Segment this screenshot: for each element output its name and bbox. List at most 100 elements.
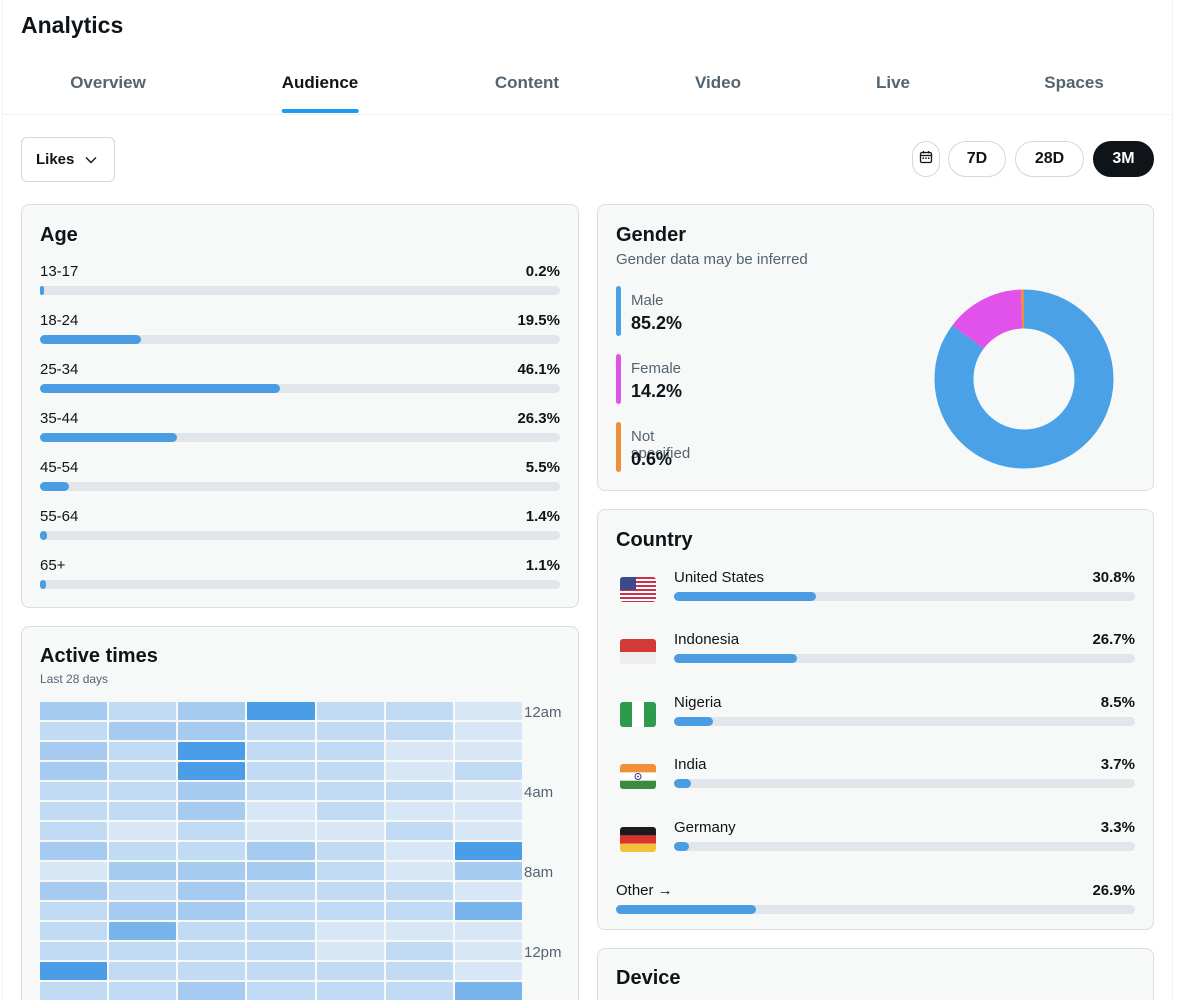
heatmap-cell [385,742,453,760]
heatmap-cell [316,802,384,820]
heatmap-cell [40,942,108,960]
country-fill [674,654,798,663]
age-row-fill [40,286,45,295]
heatmap-cell [247,722,315,740]
heatmap-cell [454,962,522,980]
heatmap-cell [247,902,315,920]
tab-content[interactable]: Content [495,60,559,114]
flag-de-icon [620,827,656,852]
heatmap-cell [316,742,384,760]
heatmap-cell [40,862,108,880]
heatmap-cell [109,722,177,740]
country-row: Germany 3.3% [616,819,1135,859]
country-card: Country United States 30.8% Indonesia 26… [597,509,1154,930]
range-3m-button[interactable]: 3M [1093,141,1154,177]
age-row-label: 18-24 [40,312,79,329]
heatmap-cell [385,722,453,740]
country-track [674,842,1135,851]
heatmap-cell [316,782,384,800]
heatmap-cell [40,822,108,840]
heatmap-cell [40,962,108,980]
country-other-link[interactable]: Other → [616,882,673,899]
donut-slice-not-specified [934,289,1114,469]
device-title: Device [616,967,681,989]
age-row: 35-44 26.3% [40,410,560,446]
heatmap-cell [247,862,315,880]
hour-label: 8am [524,864,554,881]
active-times-heatmap [40,702,522,1000]
country-fill [674,717,714,726]
heatmap-cell [385,862,453,880]
heatmap-cell [178,762,246,780]
heatmap-cell [316,942,384,960]
heatmap-cell [247,942,315,960]
tab-audience[interactable]: Audience [281,60,359,114]
frame-left-border [2,0,3,1000]
metric-select[interactable]: Likes [21,137,115,182]
tab-live[interactable]: Live [876,60,910,114]
heatmap-cell [454,942,522,960]
heatmap-cell [385,942,453,960]
calendar-icon [919,150,933,169]
country-label: India [674,756,707,773]
range-7d-button[interactable]: 7D [948,141,1006,177]
heatmap-cell [316,962,384,980]
heatmap-cell [454,982,522,1000]
heatmap-cell [178,962,246,980]
heatmap-cell [109,862,177,880]
heatmap-cell [178,722,246,740]
tab-video[interactable]: Video [695,60,741,114]
heatmap-cell [109,982,177,1000]
gender-title: Gender [616,224,687,246]
heatmap-cell [247,702,315,720]
heatmap-cell [385,922,453,940]
heatmap-cell [316,902,384,920]
heatmap-cell [40,922,108,940]
heatmap-cell [40,802,108,820]
heatmap-cell [40,842,108,860]
flag-id-icon [620,639,656,664]
age-row-value: 1.4% [525,508,560,525]
age-row-track [40,335,560,344]
heatmap-cell [178,942,246,960]
age-title: Age [40,224,78,246]
age-row-value: 1.1% [525,557,560,574]
heatmap-cell [316,842,384,860]
range-28d-button[interactable]: 28D [1015,141,1084,177]
heatmap-cell [316,822,384,840]
legend-value: 14.2% [631,381,683,401]
tab-spaces[interactable]: Spaces [1044,60,1104,114]
heatmap-cell [247,802,315,820]
chevron-down-icon [84,153,98,171]
age-row-label: 45-54 [40,459,79,476]
country-track [674,592,1135,601]
heatmap-cell [247,922,315,940]
country-value: 30.8% [1092,569,1135,586]
heatmap-cell [109,822,177,840]
heatmap-cell [385,782,453,800]
legend-color-bar [616,422,621,472]
calendar-button[interactable] [912,141,940,177]
heatmap-cell [178,922,246,940]
heatmap-cell [109,742,177,760]
flag-ng-icon [620,702,656,727]
heatmap-cell [316,762,384,780]
country-label: United States [674,569,765,586]
tab-overview[interactable]: Overview [70,60,146,114]
legend-color-bar [616,286,621,336]
age-row-label: 65+ [40,557,66,574]
age-row-track [40,531,560,540]
heatmap-cell [316,862,384,880]
heatmap-cell [385,882,453,900]
heatmap-cell [109,942,177,960]
country-row: India 3.7% [616,756,1135,796]
country-other-track [616,905,1135,914]
flag-in-icon [620,764,656,789]
heatmap-cell [316,722,384,740]
heatmap-cell [109,762,177,780]
gender-card: Gender Gender data may be inferred Male … [597,204,1154,491]
country-value: 26.7% [1092,631,1135,648]
heatmap-cell [385,982,453,1000]
heatmap-cell [40,722,108,740]
hour-label: 4am [524,784,554,801]
